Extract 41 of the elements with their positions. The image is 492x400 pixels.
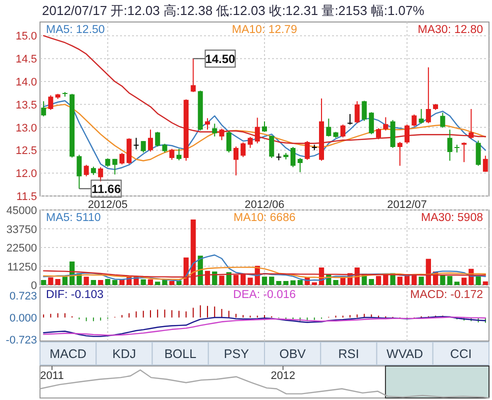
y-tick-label: 45000	[6, 205, 37, 217]
text: MACD	[50, 347, 86, 361]
text: PSY	[224, 347, 250, 361]
y-tick-label: 15.0	[16, 30, 37, 43]
x-tick-label: 2011	[40, 370, 64, 382]
annotation: 11.66	[92, 182, 122, 196]
y-tick-label: 0.000	[9, 312, 37, 325]
text: MA30: 5908	[420, 212, 483, 224]
text: MA5: 5110	[46, 212, 101, 224]
y-tick-label: 0	[30, 280, 37, 292]
x-tick-label: 2012	[270, 370, 296, 382]
annotation: 14.50	[205, 52, 236, 66]
text: OBV	[279, 347, 306, 361]
x-tick-label: 2012/06	[244, 199, 284, 211]
y-tick-label: 0.723	[9, 290, 37, 302]
series-label: MACD: -0.172	[410, 289, 483, 301]
y-tick-label: 12.5	[16, 145, 37, 158]
y-tick-label: 33750	[6, 224, 37, 236]
y-tick-label: 11.5	[16, 191, 37, 203]
text: MA10: 12.79	[232, 24, 298, 36]
text: DIF: -0.103	[46, 289, 104, 301]
y-tick-label: 14.0	[16, 76, 37, 89]
text: MA30: 12.80	[418, 24, 483, 36]
chart-title: 2012/07/17 开:12.03 高:12.38 低:12.03 收:12.31 量:2153 幅:1.07%	[42, 3, 425, 18]
text: BOLL	[164, 347, 196, 361]
text: KDJ	[112, 347, 136, 361]
series-label: DEA: -0.016	[233, 289, 296, 301]
text: CCI	[450, 347, 472, 361]
y-tick-label: 14.5	[16, 54, 37, 66]
y-tick-label: 11250	[7, 261, 37, 274]
text: RSI	[338, 347, 360, 361]
text: MA5: 12.50	[46, 24, 105, 36]
y-tick-label: 13.0	[16, 122, 37, 134]
y-tick-label: 13.5	[16, 99, 37, 112]
text: WVAD	[386, 347, 424, 361]
text: MA10: 6686	[233, 212, 296, 224]
y-tick-label: 12.0	[16, 168, 37, 180]
y-tick-label: 22500	[6, 242, 37, 254]
y-tick-label: -0.723	[6, 334, 37, 347]
x-tick-label: 2012/05	[88, 199, 128, 211]
x-tick-label: 2012/07	[387, 199, 427, 211]
